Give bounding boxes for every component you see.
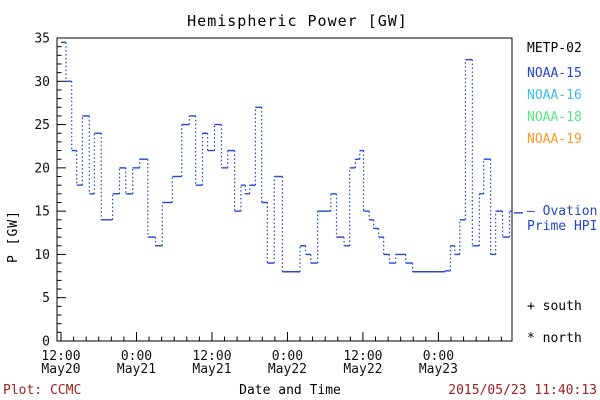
- ovation-prime-hpi-label: — Ovation Prime HPI: [527, 204, 597, 234]
- svg-text:10: 10: [34, 248, 50, 263]
- svg-text:12:00: 12:00: [41, 349, 80, 364]
- svg-text:12:00: 12:00: [192, 349, 231, 364]
- svg-text:5: 5: [42, 291, 50, 306]
- svg-text:May21: May21: [192, 362, 231, 377]
- svg-text:12:00: 12:00: [343, 349, 382, 364]
- legend-item-noaa18: NOAA-18: [527, 110, 582, 125]
- plot-credit: Plot: CCMC: [3, 383, 82, 398]
- svg-text:0: 0: [42, 335, 50, 350]
- svg-text:35: 35: [34, 32, 50, 47]
- y-axis-label: P [GW]: [6, 210, 21, 263]
- svg-text:May23: May23: [419, 362, 458, 377]
- x-axis-label: Date and Time: [239, 383, 341, 398]
- svg-text:0:00: 0:00: [272, 349, 303, 364]
- svg-text:May22: May22: [343, 362, 382, 377]
- svg-text:25: 25: [34, 118, 50, 133]
- ovation-label-line1: — Ovation: [527, 204, 598, 219]
- svg-text:May22: May22: [268, 362, 307, 377]
- north-marker-label: * north: [527, 331, 582, 346]
- svg-text:May20: May20: [41, 362, 80, 377]
- svg-text:0:00: 0:00: [121, 349, 152, 364]
- legend-item-noaa16: NOAA-16: [527, 88, 582, 103]
- plot-timestamp: 2015/05/23 11:40:13: [448, 383, 597, 398]
- legend-item-noaa19: NOAA-19: [527, 132, 582, 147]
- svg-text:15: 15: [34, 205, 50, 220]
- ovation-label-line2: Prime HPI: [527, 219, 598, 234]
- satellite-legend: METP-02 NOAA-15 NOAA-16 NOAA-18 NOAA-19: [527, 39, 582, 152]
- south-marker-label: + south: [527, 299, 582, 314]
- svg-text:May21: May21: [117, 362, 156, 377]
- svg-text:30: 30: [34, 75, 50, 90]
- legend-item-metp02: METP-02: [527, 41, 582, 56]
- legend-item-noaa15: NOAA-15: [527, 66, 582, 81]
- svg-text:0:00: 0:00: [423, 349, 454, 364]
- svg-text:20: 20: [34, 161, 50, 176]
- chart-title: Hemispheric Power [GW]: [187, 12, 408, 30]
